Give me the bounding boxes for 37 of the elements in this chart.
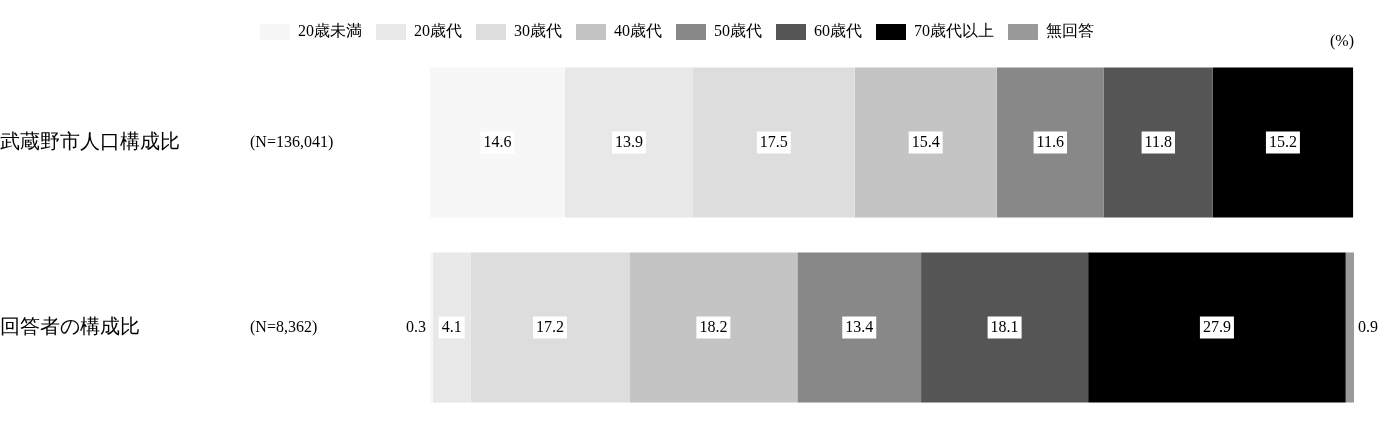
text: (N=8,362) [250, 317, 318, 336]
data-label: 27.9 [1202, 317, 1231, 335]
bar [921, 252, 1089, 403]
legend-label: 60歳代 [814, 22, 862, 40]
data-label: 13.4 [845, 317, 874, 335]
data-label: 17.2 [536, 317, 564, 335]
text: (N=136,041) [250, 132, 334, 151]
legend-label: 40歳代 [614, 22, 662, 40]
bar [1088, 252, 1346, 403]
legend-label: 70歳代以上 [914, 22, 994, 40]
data-label: 11.6 [1036, 132, 1065, 150]
legend-label: 20歳代 [414, 22, 462, 40]
legend-label: 無回答 [1046, 22, 1094, 40]
annotation: (%) [1330, 32, 1354, 51]
data-label: 13.9 [614, 132, 643, 150]
bar [996, 67, 1104, 218]
y-tick-label: 回答者の構成比 [0, 314, 140, 337]
bar [1345, 252, 1354, 403]
bar [797, 252, 922, 403]
data-label: 18.2 [699, 317, 728, 335]
data-label: 18.1 [990, 317, 1019, 335]
y-tick-label: 武蔵野市人口構成比 [0, 129, 180, 152]
data-label: 15.2 [1268, 132, 1297, 150]
bar [1103, 67, 1213, 218]
data-label: 4.1 [441, 317, 462, 335]
data-label: 0.3 [406, 317, 426, 335]
legend-label: 30歳代 [514, 22, 562, 40]
data-label: 14.6 [483, 132, 512, 150]
bar [1212, 67, 1354, 218]
bar [854, 67, 997, 218]
data-label: 11.8 [1144, 132, 1173, 150]
data-label: 0.9 [1358, 317, 1378, 335]
data-label: 17.5 [759, 132, 788, 150]
legend-label: 20歳未満 [298, 22, 362, 40]
data-label: 15.4 [911, 132, 940, 150]
legend-label: 50歳代 [714, 22, 762, 40]
bar [629, 252, 798, 403]
